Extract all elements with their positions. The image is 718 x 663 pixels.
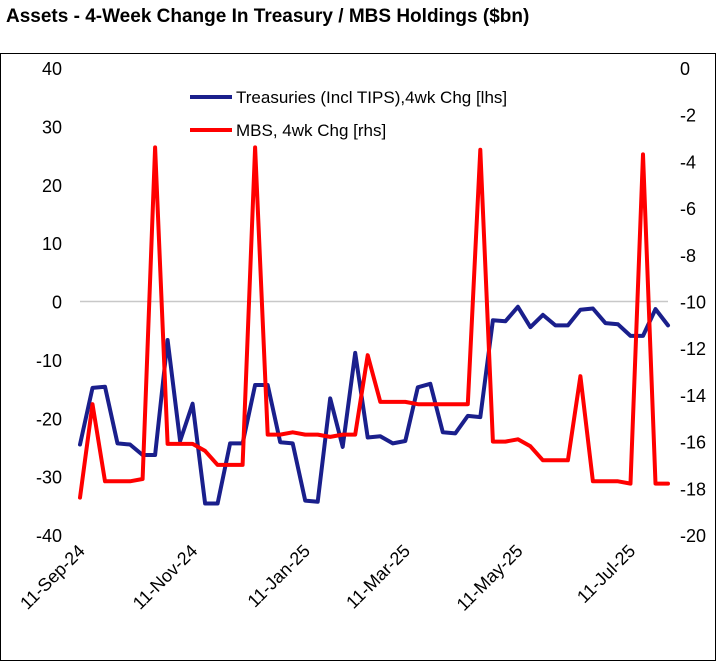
left-tick-label: 0 bbox=[52, 293, 62, 313]
x-tick-label: 11-Jan-25 bbox=[244, 541, 315, 612]
right-tick-label: -2 bbox=[680, 106, 696, 126]
x-axis-ticks: 11-Sep-24 11-Nov-24 11-Jan-25 11-Mar-25 11-M… bbox=[16, 541, 639, 615]
chart-title: Assets - 4-Week Change In Treasury / MBS… bbox=[6, 6, 530, 27]
right-tick-label: -20 bbox=[680, 526, 706, 546]
right-tick-label: -18 bbox=[680, 479, 706, 499]
right-tick-label: -4 bbox=[680, 152, 696, 172]
left-tick-label: -40 bbox=[36, 526, 62, 546]
series-layer bbox=[78, 145, 670, 506]
left-tick-label: 20 bbox=[42, 176, 62, 196]
left-axis-ticks: 40 30 20 10 0 -10 -20 -30 -40 bbox=[36, 59, 62, 546]
series-line-mbs bbox=[78, 145, 670, 500]
left-tick-label: 30 bbox=[42, 117, 62, 137]
right-tick-label: -12 bbox=[680, 339, 706, 359]
right-tick-label: 0 bbox=[680, 59, 690, 79]
right-tick-label: -16 bbox=[680, 433, 706, 453]
x-tick-label: 11-Jul-25 bbox=[573, 541, 639, 607]
right-tick-label: -8 bbox=[680, 246, 696, 266]
left-tick-label: 40 bbox=[42, 59, 62, 79]
x-tick-label: 11-Mar-25 bbox=[342, 541, 414, 613]
legend: Treasuries (Incl TIPS),4wk Chg [lhs] MBS,… bbox=[190, 88, 507, 140]
x-tick-label: 11-Nov-24 bbox=[129, 541, 202, 614]
left-tick-label: 10 bbox=[42, 234, 62, 254]
chart-frame bbox=[0, 53, 716, 661]
legend-label: Treasuries (Incl TIPS),4wk Chg [lhs] bbox=[236, 88, 507, 107]
legend-label: MBS, 4wk Chg [rhs] bbox=[236, 121, 386, 140]
right-axis-ticks: 0 -2 -4 -6 -8 -10 -12 -14 -16 -18 -20 bbox=[680, 59, 706, 546]
right-tick-label: -6 bbox=[680, 199, 696, 219]
left-tick-label: -20 bbox=[36, 409, 62, 429]
series-line-treasuries bbox=[78, 304, 670, 506]
right-tick-label: -10 bbox=[680, 293, 706, 313]
left-tick-label: -30 bbox=[36, 468, 62, 488]
x-tick-label: 11-May-25 bbox=[453, 541, 527, 615]
x-tick-label: 11-Sep-24 bbox=[16, 541, 89, 614]
left-tick-label: -10 bbox=[36, 351, 62, 371]
right-tick-label: -14 bbox=[680, 386, 706, 406]
